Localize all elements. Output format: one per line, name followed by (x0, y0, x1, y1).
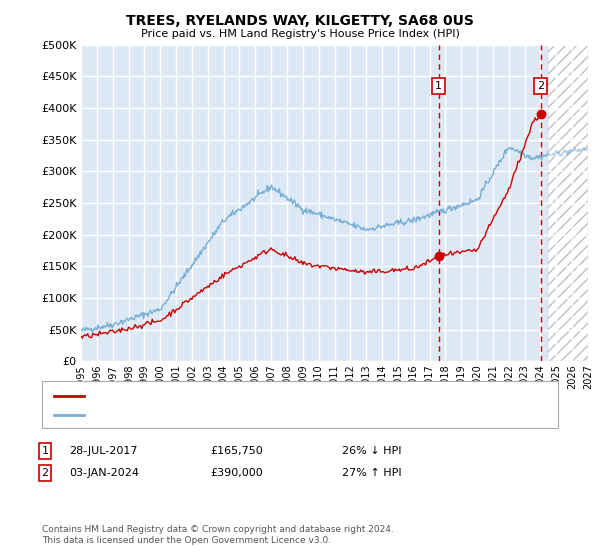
Text: TREES, RYELANDS WAY, KILGETTY, SA68 0US (detached house): TREES, RYELANDS WAY, KILGETTY, SA68 0US … (93, 391, 421, 401)
Text: Price paid vs. HM Land Registry's House Price Index (HPI): Price paid vs. HM Land Registry's House … (140, 29, 460, 39)
Text: 26% ↓ HPI: 26% ↓ HPI (342, 446, 401, 456)
Text: TREES, RYELANDS WAY, KILGETTY, SA68 0US: TREES, RYELANDS WAY, KILGETTY, SA68 0US (126, 14, 474, 28)
Bar (548, 45, 588, 361)
Text: 1: 1 (435, 81, 442, 91)
Bar (81, 45, 548, 361)
Text: 2: 2 (537, 81, 544, 91)
Text: 03-JAN-2024: 03-JAN-2024 (69, 468, 139, 478)
Text: 1: 1 (41, 446, 49, 456)
Text: 28-JUL-2017: 28-JUL-2017 (69, 446, 137, 456)
Text: 2: 2 (41, 468, 49, 478)
Text: Contains HM Land Registry data © Crown copyright and database right 2024.
This d: Contains HM Land Registry data © Crown c… (42, 525, 394, 545)
Bar (548, 45, 588, 361)
Text: 27% ↑ HPI: 27% ↑ HPI (342, 468, 401, 478)
Text: HPI: Average price, detached house, Pembrokeshire: HPI: Average price, detached house, Pemb… (93, 410, 363, 420)
Text: £165,750: £165,750 (210, 446, 263, 456)
Text: £390,000: £390,000 (210, 468, 263, 478)
